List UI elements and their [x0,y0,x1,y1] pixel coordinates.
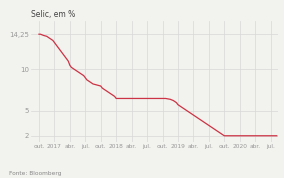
Text: Fonte: Bloomberg: Fonte: Bloomberg [9,171,61,176]
Text: Selic, em %: Selic, em % [31,10,76,19]
